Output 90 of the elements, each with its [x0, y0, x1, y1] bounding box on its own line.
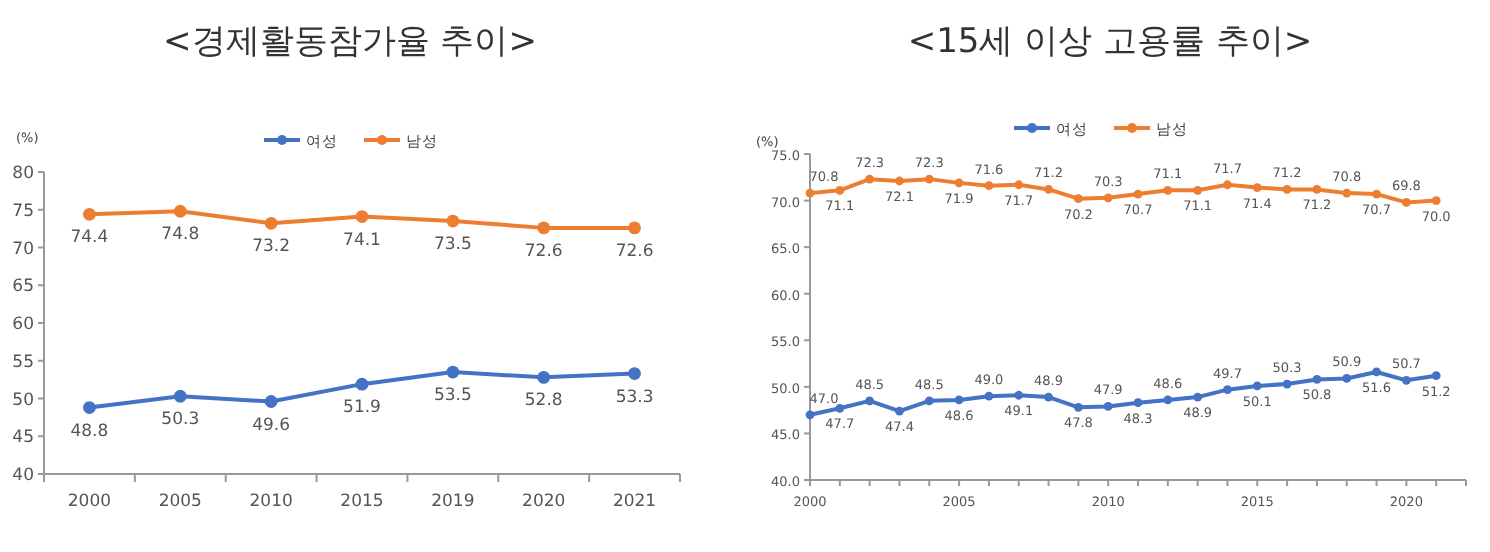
point: [924, 396, 934, 406]
point: [1342, 374, 1352, 383]
data-label: 48.8: [70, 421, 109, 442]
y-tick-label: 40: [12, 466, 34, 486]
point: [865, 396, 875, 406]
data-label: 72.6: [524, 241, 563, 262]
point: [984, 391, 994, 401]
x-tick-label: 2021: [612, 492, 657, 512]
point: [984, 181, 994, 191]
x-tick-label: 2020: [522, 492, 566, 512]
chart-title: <경제활동참가율 추이>: [163, 22, 537, 62]
x-tick-label: 2005: [158, 492, 202, 512]
point: [628, 367, 641, 380]
y-tick-label: 45: [12, 428, 34, 449]
point: [173, 389, 187, 403]
point: [537, 221, 551, 235]
point: [1163, 395, 1173, 405]
point: [1372, 189, 1381, 199]
point: [1103, 402, 1113, 411]
point: [1014, 390, 1024, 400]
point: [1223, 180, 1232, 190]
point: [1103, 193, 1113, 203]
point: [1252, 183, 1262, 192]
data-label: 73.2: [252, 237, 291, 258]
point: [83, 401, 96, 414]
point: [1133, 398, 1143, 408]
point: [865, 174, 875, 184]
data-label: 72.6: [615, 241, 654, 262]
point: [895, 406, 904, 416]
point: [1073, 194, 1083, 204]
x-tick-label: 2019: [431, 492, 475, 512]
data-label: 51.9: [343, 398, 381, 419]
y-tick-label: 80: [12, 164, 34, 184]
data-label: 74.8: [161, 225, 200, 246]
point: [895, 176, 904, 186]
point: [1252, 381, 1262, 391]
point: [1193, 185, 1203, 195]
point: [1133, 189, 1143, 199]
point: [173, 204, 187, 218]
data-label: 52.8: [524, 391, 563, 412]
point: [355, 210, 369, 223]
point: [1193, 392, 1203, 402]
point: [1401, 375, 1411, 385]
point: [446, 214, 460, 228]
y-tick-label: 55: [12, 352, 34, 373]
point: [446, 365, 460, 379]
point: [1282, 379, 1292, 389]
point: [805, 410, 815, 420]
point: [1312, 184, 1322, 194]
point: [264, 395, 278, 408]
point: [1372, 367, 1381, 377]
point: [1342, 188, 1352, 198]
data-label: 74.1: [343, 230, 381, 251]
point: [1223, 385, 1232, 395]
point: [1431, 371, 1441, 381]
point: [1401, 198, 1411, 207]
point: [1014, 180, 1024, 190]
point: [1044, 392, 1053, 402]
point: [1312, 375, 1322, 384]
x-tick-label: 2000: [67, 492, 112, 512]
point: [835, 185, 845, 195]
point: [1163, 185, 1173, 195]
y-tick-label: 75: [12, 201, 34, 222]
point: [1073, 402, 1083, 412]
point: [954, 395, 964, 405]
chart-title: <15세 이상 고용률 추이>: [907, 22, 1313, 62]
point: [954, 178, 964, 188]
point: [83, 207, 96, 221]
data-label: 74.4: [70, 228, 109, 249]
data-label: 49.6: [252, 415, 291, 436]
point: [1282, 184, 1292, 194]
point: [924, 174, 934, 184]
y-tick-label: 50: [12, 390, 34, 411]
data-label: 50.3: [161, 410, 200, 431]
data-label: 53.5: [433, 386, 472, 407]
x-tick-label: 2010: [249, 492, 293, 512]
y-tick-label: 70: [12, 239, 34, 260]
point: [835, 403, 845, 413]
point: [355, 377, 369, 391]
point: [1044, 184, 1053, 194]
y-tick-label: 60: [12, 315, 34, 335]
data-label: 73.5: [433, 235, 472, 256]
data-label: 53.3: [615, 387, 654, 408]
point: [805, 188, 815, 198]
point: [1431, 196, 1441, 205]
x-tick-label: 2015: [340, 492, 384, 512]
y-tick-label: 65: [12, 277, 34, 298]
point: [628, 221, 641, 235]
point: [264, 216, 278, 230]
point: [537, 370, 551, 384]
